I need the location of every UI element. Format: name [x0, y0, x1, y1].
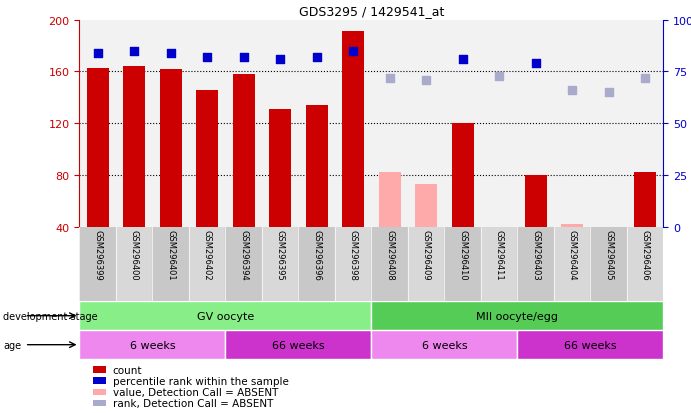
Point [238, 55, 249, 61]
Bar [233, 75, 254, 227]
Bar [262, 227, 299, 301]
Point [640, 75, 651, 82]
Bar [153, 227, 189, 301]
Bar [372, 301, 663, 330]
Text: GSM296394: GSM296394 [239, 229, 248, 280]
Bar [372, 330, 518, 359]
Text: GSM296409: GSM296409 [422, 229, 430, 280]
Point [603, 90, 614, 96]
Point [530, 61, 541, 67]
Bar [379, 173, 401, 227]
Text: rank, Detection Call = ABSENT: rank, Detection Call = ABSENT [113, 398, 273, 408]
Bar [87, 69, 108, 227]
Bar [590, 227, 627, 301]
Title: GDS3295 / 1429541_at: GDS3295 / 1429541_at [299, 5, 444, 18]
Bar [160, 70, 182, 227]
Bar [408, 227, 444, 301]
Bar [189, 227, 225, 301]
Point [311, 55, 322, 61]
Text: GSM296402: GSM296402 [202, 229, 211, 280]
Text: value, Detection Call = ABSENT: value, Detection Call = ABSENT [113, 387, 278, 397]
Point [165, 50, 176, 57]
Point [384, 75, 395, 82]
Bar [342, 32, 364, 227]
Text: GSM296398: GSM296398 [349, 229, 358, 280]
Bar [452, 124, 473, 227]
Bar [518, 330, 663, 359]
Text: age: age [3, 340, 21, 350]
Bar [561, 225, 583, 227]
Text: 66 weeks: 66 weeks [564, 340, 616, 350]
Bar [524, 176, 547, 227]
Bar [225, 330, 372, 359]
Point [567, 88, 578, 94]
Bar [444, 227, 481, 301]
Bar [518, 227, 554, 301]
Point [129, 48, 140, 55]
Text: percentile rank within the sample: percentile rank within the sample [113, 376, 289, 386]
Bar [371, 227, 408, 301]
Text: GSM296404: GSM296404 [567, 229, 576, 280]
Bar [415, 185, 437, 227]
Point [92, 50, 103, 57]
Text: GSM296395: GSM296395 [276, 229, 285, 280]
Text: count: count [113, 365, 142, 375]
Text: 6 weeks: 6 weeks [422, 340, 467, 350]
Text: GSM296401: GSM296401 [167, 229, 176, 280]
Text: GSM296399: GSM296399 [93, 229, 102, 280]
Bar [269, 110, 291, 227]
Bar [305, 106, 328, 227]
Bar [196, 90, 218, 227]
Bar [634, 173, 656, 227]
Point [421, 77, 432, 84]
Text: GSM296405: GSM296405 [604, 229, 613, 280]
Bar [225, 227, 262, 301]
Text: GV oocyte: GV oocyte [197, 311, 254, 321]
Point [274, 57, 285, 63]
Bar [116, 227, 153, 301]
Text: GSM296403: GSM296403 [531, 229, 540, 280]
Point [202, 55, 213, 61]
Text: 66 weeks: 66 weeks [272, 340, 325, 350]
Text: GSM296406: GSM296406 [641, 229, 650, 280]
Bar [79, 301, 372, 330]
Bar [123, 67, 145, 227]
Text: GSM296408: GSM296408 [385, 229, 394, 280]
Point [457, 57, 468, 63]
Bar [335, 227, 372, 301]
Point [493, 73, 504, 80]
Text: GSM296411: GSM296411 [495, 229, 504, 280]
Text: GSM296410: GSM296410 [458, 229, 467, 280]
Text: GSM296400: GSM296400 [130, 229, 139, 280]
Point [348, 48, 359, 55]
Bar [79, 330, 225, 359]
Text: 6 weeks: 6 weeks [130, 340, 176, 350]
Bar [299, 227, 335, 301]
Text: MII oocyte/egg: MII oocyte/egg [476, 311, 558, 321]
Text: development stage: development stage [3, 311, 98, 321]
Bar [627, 227, 663, 301]
Bar [79, 227, 116, 301]
Bar [481, 227, 518, 301]
Bar [554, 227, 590, 301]
Text: GSM296396: GSM296396 [312, 229, 321, 280]
